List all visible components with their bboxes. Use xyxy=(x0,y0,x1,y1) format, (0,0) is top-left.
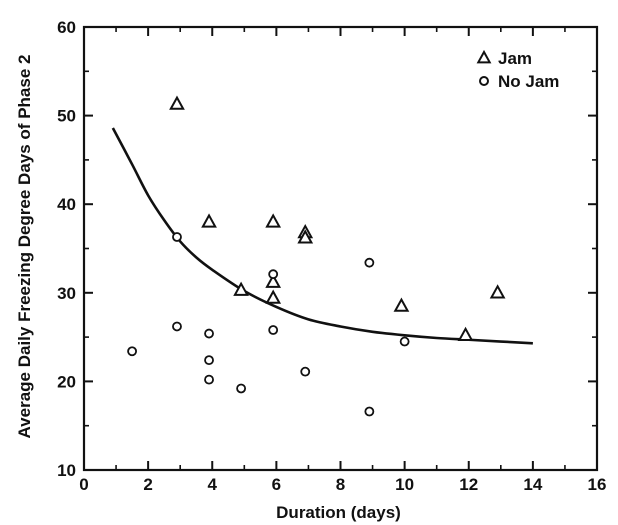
x-tick-label: 10 xyxy=(395,475,414,494)
x-tick-label: 6 xyxy=(272,475,281,494)
legend-label-jam: Jam xyxy=(498,49,532,68)
fit-curve xyxy=(111,127,533,345)
jam-point xyxy=(457,326,474,342)
jam-point xyxy=(297,229,314,244)
legend: Jam No Jam xyxy=(476,49,559,91)
no-jam-point xyxy=(236,383,247,394)
axis-ticks xyxy=(83,26,598,471)
no-jam-point xyxy=(204,374,214,385)
jam-point xyxy=(265,273,282,288)
jam-point xyxy=(201,213,217,228)
y-axis-title: Average Daily Freezing Degree Days of Ph… xyxy=(15,55,34,439)
x-tick-label: 4 xyxy=(208,475,218,494)
no-jam-point xyxy=(399,336,410,347)
y-tick-label: 30 xyxy=(57,284,76,303)
legend-entry-jam: Jam xyxy=(476,49,532,68)
no-jam-point xyxy=(127,346,137,357)
jam-point xyxy=(489,284,506,299)
circle-marker-icon xyxy=(479,76,489,86)
data-points xyxy=(127,95,506,417)
no-jam-point xyxy=(268,269,279,280)
tick-labels: 0 2 4 6 8 10 12 14 16 10 20 30 40 50 60 xyxy=(57,18,606,494)
no-jam-point xyxy=(300,366,311,377)
legend-entry-no-jam: No Jam xyxy=(479,72,559,91)
triangle-marker-icon xyxy=(476,49,492,64)
no-jam-point xyxy=(364,406,375,417)
x-axis-title: Duration (days) xyxy=(276,503,401,522)
x-tick-label: 2 xyxy=(143,475,152,494)
x-tick-label: 0 xyxy=(79,475,88,494)
no-jam-point xyxy=(204,328,214,339)
x-tick-label: 14 xyxy=(523,475,542,494)
jam-point xyxy=(265,213,282,228)
y-tick-label: 50 xyxy=(57,107,76,126)
jam-point xyxy=(393,297,410,312)
no-jam-point xyxy=(204,355,214,366)
fit-curve-layer xyxy=(111,127,533,345)
plot-frame xyxy=(82,25,599,472)
no-jam-point xyxy=(172,321,182,332)
x-tick-label: 12 xyxy=(459,475,478,494)
jam-point xyxy=(169,95,185,110)
y-tick-label: 40 xyxy=(57,195,76,214)
jam-point xyxy=(233,281,249,296)
jam-point xyxy=(265,289,282,304)
x-tick-label: 8 xyxy=(336,475,345,494)
y-tick-label: 10 xyxy=(57,461,76,480)
y-tick-label: 60 xyxy=(57,18,76,37)
y-tick-label: 20 xyxy=(57,372,76,391)
x-tick-label: 16 xyxy=(588,475,607,494)
no-jam-point xyxy=(268,325,279,335)
no-jam-point xyxy=(364,257,375,268)
no-jam-point xyxy=(172,232,182,242)
legend-label-no-jam: No Jam xyxy=(498,72,559,91)
